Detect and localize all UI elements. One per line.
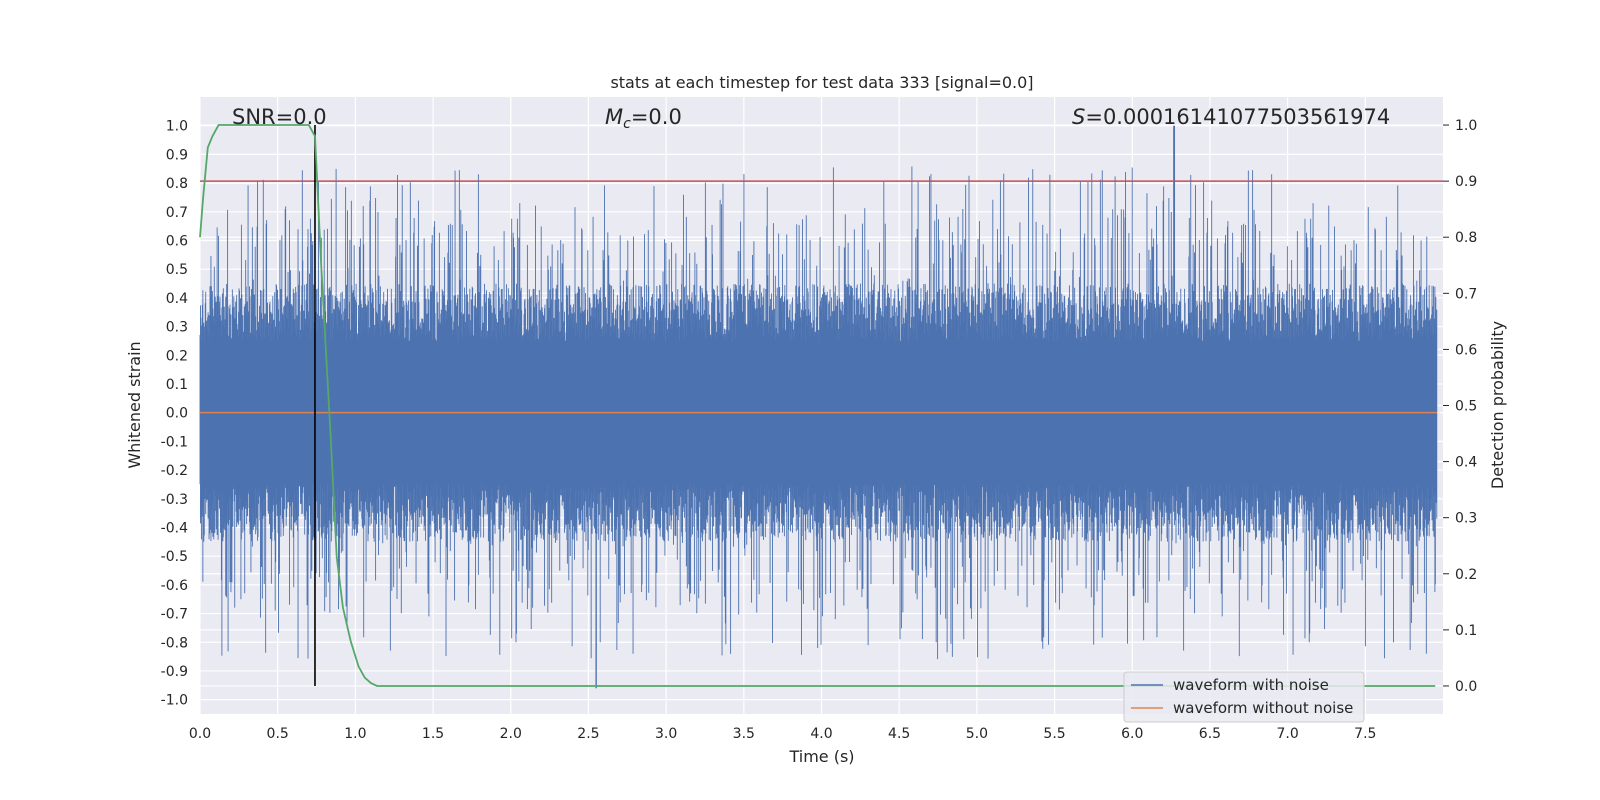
x-tick-label: 4.0 [810,726,832,742]
x-tick-label: 5.5 [1043,726,1065,742]
y-right-tick-label: 1.0 [1455,118,1477,134]
s-value: =0.00016141077503561974 [1085,105,1390,129]
y-right-tick-label: 0.7 [1455,286,1477,302]
detection-probability-line [199,124,1436,687]
legend-box [1123,671,1365,723]
y-left-tick-label: -1.0 [161,693,188,709]
y-left-tick-label: 0.0 [166,406,188,422]
s-annotation: S=0.00016141077503561974 [1072,105,1390,129]
x-tick-label: 5.0 [966,726,988,742]
x-tick-label: 6.0 [1121,726,1143,742]
y-right-tick-label: 0.9 [1455,174,1477,190]
y-right-tick-label: 0.3 [1455,511,1477,527]
snr-annotation: SNR=0.0 [232,105,327,129]
y-left-tick-label: -0.8 [161,635,188,651]
s-symbol: S [1072,105,1085,129]
y-left-tick-label: -0.2 [161,463,188,479]
y-left-tick-label: 1.0 [166,119,188,135]
x-tick-label: 0.5 [267,726,289,742]
y-left-tick-label: -0.6 [161,578,188,594]
y-left-tick-label: -0.4 [161,520,188,536]
mc-symbol: M [605,105,623,129]
y-left-tick-label: -0.9 [161,664,188,680]
x-tick-label: 2.5 [577,726,599,742]
y-left-tick-label: 0.4 [166,291,188,307]
y-right-tick-label: 0.8 [1455,230,1477,246]
chart-title: stats at each timestep for test data 333… [610,73,1033,92]
legend-entry-noise: waveform with noise [1173,676,1329,694]
chirp-mass-annotation: Mc=0.0 [605,105,682,132]
y-left-tick-label: 0.1 [166,377,188,393]
x-tick-label: 6.5 [1199,726,1221,742]
y-right-tick-label: 0.4 [1455,455,1477,471]
x-axis-ticks: 0.0 0.5 1.0 1.5 2.0 2.5 3.0 3.5 4.0 4.5 5.0 5.5 6.0 6… [189,726,1377,742]
y-axis-left-label: Whitened strain [125,341,144,468]
y-right-tick-label: 0.6 [1455,342,1477,358]
y-axis-left-ticks: 1.0 0.9 0.8 0.7 0.6 0.5 0.4 0.3 0.2 0.1 0.0 -0.1 -0.… [161,119,188,709]
x-tick-label: 0.0 [189,726,211,742]
series-waveform-with-noise [199,125,1438,689]
y-right-tick-label: 0.5 [1455,399,1477,415]
y-left-tick-label: 0.3 [166,320,188,336]
x-tick-label: 7.0 [1276,726,1298,742]
mc-value: =0.0 [631,105,682,129]
x-tick-label: 1.5 [422,726,444,742]
y-right-tick-label: 0.1 [1455,623,1477,639]
y-left-tick-label: 0.6 [166,233,188,249]
y-left-tick-label: 0.8 [166,176,188,192]
x-tick-label: 3.5 [733,726,755,742]
x-tick-label: 1.0 [344,726,366,742]
x-axis-label: Time (s) [788,747,854,766]
y-left-tick-label: -0.3 [161,492,188,508]
y-axis-right-label: Detection probability [1488,321,1507,489]
y-left-tick-label: -0.7 [161,607,188,623]
x-tick-label: 3.0 [655,726,677,742]
y-left-tick-label: -0.5 [161,549,188,565]
y-left-tick-label: 0.9 [166,147,188,163]
noise-core-band [200,355,1437,465]
mc-subscript: c [623,116,631,132]
x-tick-label: 4.5 [888,726,910,742]
y-left-tick-label: 0.7 [166,205,188,221]
y-right-tick-label: 0.0 [1455,679,1477,695]
legend-entry-clean: waveform without noise [1173,699,1353,717]
y-left-tick-label: 0.5 [166,262,188,278]
legend: waveform with noise waveform without noi… [1123,671,1365,723]
y-left-tick-label: 0.2 [166,348,188,364]
overlay-lines [199,124,1443,687]
y-axis-right-ticks: 1.0 0.9 0.8 0.7 0.6 0.5 0.4 0.3 0.2 0.1 0.0 [1443,118,1477,695]
x-tick-label: 2.0 [500,726,522,742]
x-tick-label: 7.5 [1354,726,1376,742]
y-right-tick-label: 0.2 [1455,567,1477,583]
y-left-tick-label: -0.1 [161,434,188,450]
